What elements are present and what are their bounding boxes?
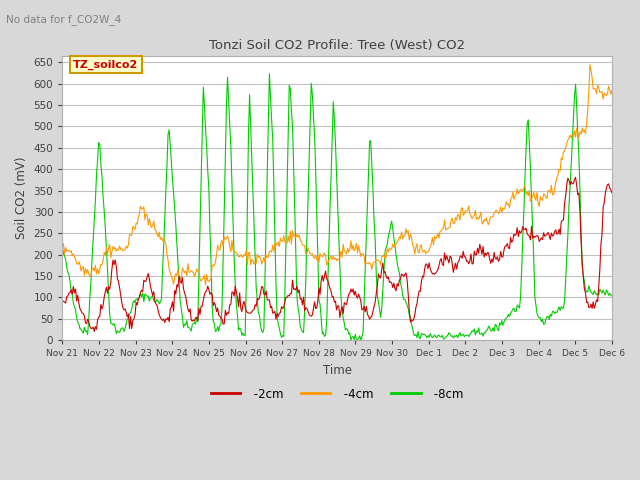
X-axis label: Time: Time <box>323 364 351 377</box>
-4cm <box>586 62 594 68</box>
Line: -4cm: -4cm <box>62 65 612 285</box>
-2cm <box>597 241 605 247</box>
-8cm <box>347 337 355 343</box>
-2cm <box>572 174 579 180</box>
-2cm <box>608 190 616 196</box>
Legend:  -2cm,  -4cm,  -8cm: -2cm, -4cm, -8cm <box>206 383 468 405</box>
-2cm <box>357 299 365 304</box>
-8cm <box>58 244 66 250</box>
-2cm <box>90 328 98 334</box>
Line: -8cm: -8cm <box>62 74 612 340</box>
Text: TZ_soilco2: TZ_soilco2 <box>74 60 139 70</box>
-4cm <box>387 247 394 252</box>
-8cm <box>511 309 519 314</box>
-4cm <box>324 260 332 266</box>
-8cm <box>608 293 616 299</box>
Title: Tonzi Soil CO2 Profile: Tree (West) CO2: Tonzi Soil CO2 Profile: Tree (West) CO2 <box>209 39 465 52</box>
-8cm <box>388 218 396 224</box>
-8cm <box>358 334 365 339</box>
-4cm <box>597 89 605 95</box>
-4cm <box>321 250 328 256</box>
-4cm <box>202 282 209 288</box>
-2cm <box>387 279 394 285</box>
-8cm <box>321 334 328 339</box>
-4cm <box>608 87 616 93</box>
-4cm <box>510 196 518 202</box>
-8cm <box>324 281 332 287</box>
Line: -2cm: -2cm <box>62 177 612 331</box>
-4cm <box>58 244 66 250</box>
-8cm <box>266 71 273 77</box>
Y-axis label: Soil CO2 (mV): Soil CO2 (mV) <box>15 157 28 239</box>
-2cm <box>58 298 66 304</box>
-2cm <box>321 273 328 279</box>
Text: No data for f_CO2W_4: No data for f_CO2W_4 <box>6 14 122 25</box>
-2cm <box>510 231 518 237</box>
-4cm <box>357 253 365 259</box>
-8cm <box>597 288 605 294</box>
-2cm <box>324 277 332 283</box>
